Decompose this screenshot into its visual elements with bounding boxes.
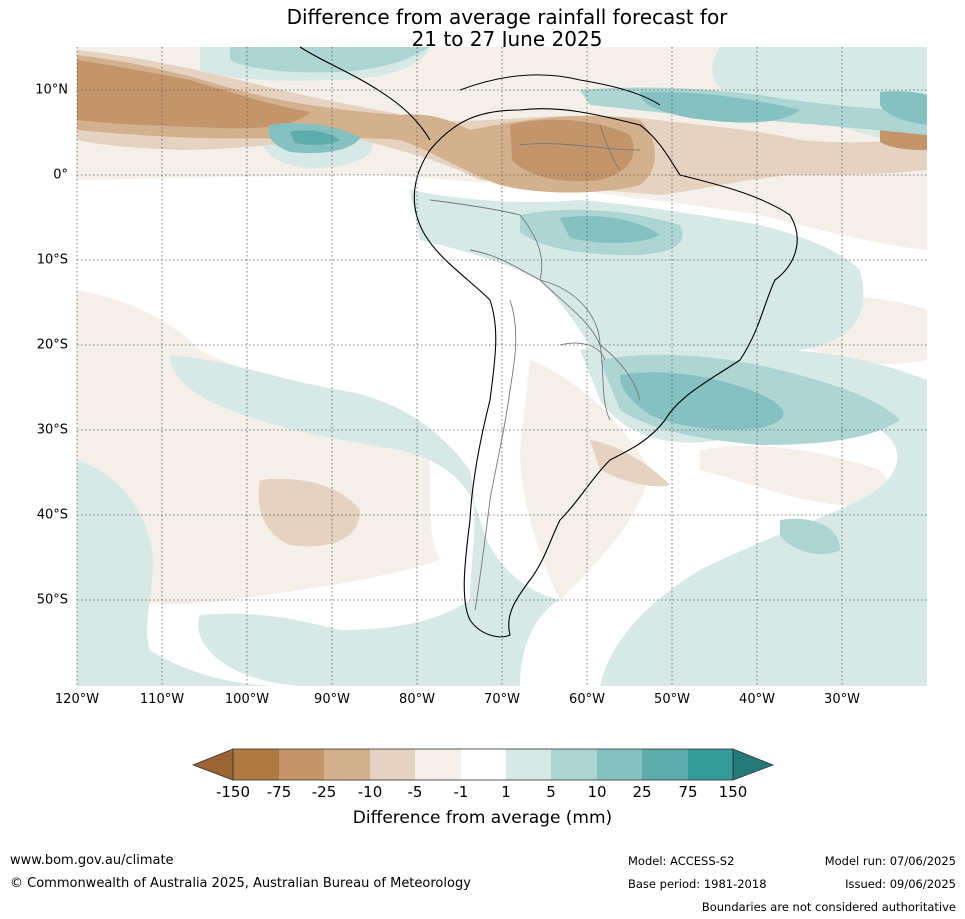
lon-label: 30°W <box>824 692 860 707</box>
colorbar-segment <box>324 749 370 780</box>
model-text: Model: ACCESS-S2 <box>628 854 735 868</box>
colorbar-tick: -25 <box>311 783 337 801</box>
colorbar-tick: -150 <box>215 783 251 801</box>
map-title-line-1: Difference from average rainfall forecas… <box>286 5 728 29</box>
central-america-coastline <box>299 46 431 141</box>
lon-label: 100°W <box>224 692 270 707</box>
anomaly-area <box>258 478 360 547</box>
colorbar-tick: 75 <box>678 783 698 801</box>
country-borders <box>429 124 641 611</box>
lat-label: 0° <box>53 167 68 183</box>
anomaly-area <box>77 55 655 193</box>
caribbean-coastline <box>459 74 661 106</box>
disclaimer-text: Boundaries are not considered authoritat… <box>701 900 956 914</box>
lon-label: 60°W <box>569 692 605 707</box>
anomaly-area <box>880 91 927 125</box>
colorbar-tick: 25 <box>632 783 652 801</box>
anomaly-area <box>590 440 670 487</box>
colorbar-segment <box>415 749 461 780</box>
lon-label: 40°W <box>739 692 775 707</box>
lat-label: 30°S <box>36 422 68 438</box>
map-title-line-2: 21 to 27 June 2025 <box>411 27 603 51</box>
lat-label: 10°S <box>36 252 68 268</box>
lat-label: 50°S <box>36 592 68 608</box>
colorbar-title: Difference from average (mm) <box>352 808 613 828</box>
anomaly-area <box>560 215 660 243</box>
lon-label: 70°W <box>484 692 520 707</box>
colorbar-tick: 10 <box>587 783 607 801</box>
base-period-text: Base period: 1981-2018 <box>628 877 767 891</box>
anomaly-area <box>77 60 310 129</box>
model-run-text: Model run: 07/06/2025 <box>824 854 956 868</box>
colorbar-tick: 5 <box>546 783 556 801</box>
anomaly-area <box>77 460 280 686</box>
website-link[interactable]: www.bom.gov.au/climate <box>10 853 174 868</box>
lon-label: 50°W <box>654 692 690 707</box>
colorbar-tick: -5 <box>407 783 423 801</box>
anomaly-area <box>780 518 840 555</box>
colorbar <box>191 748 775 781</box>
issued-text: Issued: 09/06/2025 <box>845 877 956 891</box>
lat-label: 10°N <box>35 82 68 98</box>
colorbar-tick: -10 <box>357 783 383 801</box>
colorbar-tick: 1 <box>501 783 511 801</box>
colorbar-segment <box>551 749 597 780</box>
anomaly-area <box>290 130 340 145</box>
colorbar-segment <box>642 749 688 780</box>
anomaly-area <box>170 355 560 686</box>
anomaly-area <box>510 119 634 182</box>
anomaly-area <box>640 91 800 123</box>
colorbar-extend-low <box>191 748 234 781</box>
colorbar-segment <box>597 749 642 780</box>
lon-label: 120°W <box>54 692 100 707</box>
lon-label: 80°W <box>399 692 435 707</box>
colorbar-segment <box>279 749 324 780</box>
anomaly-area <box>77 50 927 195</box>
anomaly-area <box>700 446 888 506</box>
colorbar-extend-high <box>732 748 775 781</box>
lon-label: 110°W <box>139 692 185 707</box>
copyright-text: © Commonwealth of Australia 2025, Austra… <box>10 876 471 891</box>
colorbar-tick: -75 <box>266 783 292 801</box>
anomaly-area <box>620 372 784 430</box>
anomaly-area <box>230 47 430 73</box>
colorbar-tick: -1 <box>453 783 469 801</box>
colorbar-segment <box>688 749 733 780</box>
lon-label: 90°W <box>314 692 350 707</box>
graticule <box>77 47 927 686</box>
colorbar-segment <box>506 749 551 780</box>
colorbar-segment <box>370 749 415 780</box>
colorbar-segment <box>233 749 279 780</box>
anomaly-area <box>410 190 864 391</box>
anomaly-area <box>880 129 927 150</box>
anomaly-area <box>520 360 650 600</box>
lat-label: 20°S <box>36 337 68 353</box>
lat-label: 40°S <box>36 507 68 523</box>
colorbar-segment <box>461 749 506 780</box>
south-america-coastline <box>413 108 798 638</box>
colorbar-tick: 150 <box>718 783 748 801</box>
